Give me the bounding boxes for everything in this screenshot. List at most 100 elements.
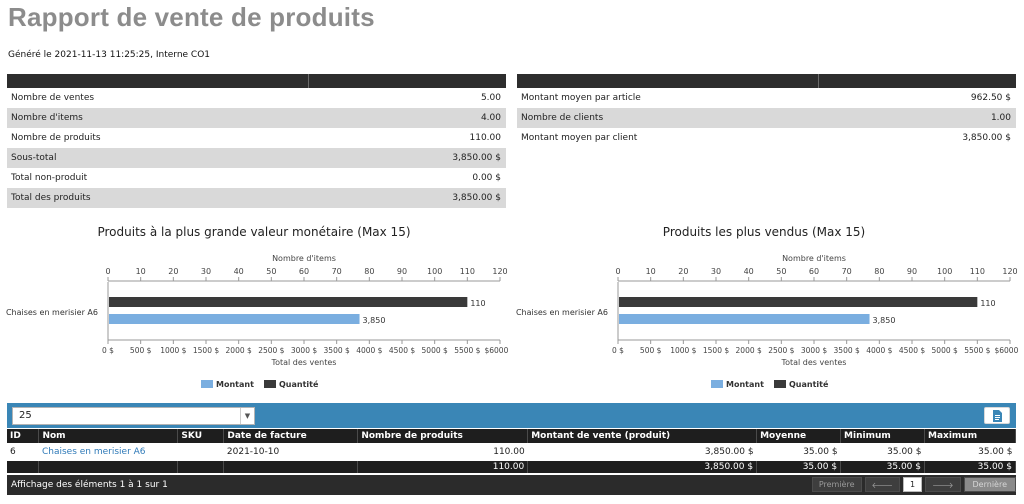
legend-swatch-quantity (264, 380, 276, 388)
stat-row: Nombre d'items 4.00 (7, 108, 506, 128)
next-page-button[interactable]: 🡒 (925, 477, 961, 492)
cell-date: 2021-10-10 (226, 447, 280, 457)
pagination: Première 🡐 1 🡒 Dernière (811, 477, 1016, 492)
sales-table: ID Nom SKU Date de facture Nombre de pro… (7, 429, 1016, 473)
chart-top-value: Produits à la plus grande valeur monétai… (0, 220, 510, 400)
top-axis-label: Nombre d'items (782, 254, 846, 263)
stat-label: Nombre de produits (11, 133, 101, 143)
bar-quantity (619, 297, 978, 307)
bottom-tick-label: 1000 $ (160, 346, 186, 355)
page-number-button[interactable]: 1 (902, 477, 923, 492)
stat-row: Nombre de ventes 5.00 (7, 88, 506, 108)
col-maximum[interactable]: Maximum (924, 429, 1016, 443)
cell-sku (178, 443, 224, 461)
top-tick-label: 10 (646, 267, 656, 276)
chart-svg: Produits à la plus grande valeur monétai… (6, 225, 510, 389)
stat-value: 0.00 $ (472, 173, 501, 183)
col-minimum[interactable]: Minimum (840, 429, 925, 443)
total-minimum: 35.00 $ (840, 461, 925, 473)
bottom-tick-label: 1500 $ (703, 346, 729, 355)
top-tick-label: 80 (874, 267, 884, 276)
page-size-select[interactable]: 25 ▼ (12, 407, 255, 425)
bottom-tick-label: 5000 $ (932, 346, 958, 355)
total-empty (223, 461, 359, 473)
chart-title: Produits les plus vendus (Max 15) (663, 225, 865, 239)
stat-value: 962.50 $ (970, 93, 1011, 103)
chevron-down-icon: ▼ (240, 408, 254, 424)
bottom-tick-label: 3500 $ (834, 346, 860, 355)
stats-header (517, 74, 1016, 88)
cell-minimum: 35.00 $ (887, 447, 922, 457)
col-nb-produits[interactable]: Nombre de produits (357, 429, 529, 443)
bottom-tick-label: 4500 $ (899, 346, 925, 355)
bottom-tick-label: 0 $ (102, 346, 114, 355)
legend-label-amount: Montant (216, 380, 254, 389)
bottom-tick-label: 500 $ (130, 346, 152, 355)
top-tick-label: 120 (1002, 267, 1017, 276)
top-tick-label: 60 (809, 267, 819, 276)
prev-page-button[interactable]: 🡐 (864, 477, 900, 492)
stat-label: Nombre d'items (11, 113, 83, 123)
arrow-right-icon: 🡒 (932, 480, 954, 490)
top-tick-label: 90 (907, 267, 917, 276)
total-empty (7, 461, 40, 473)
stat-value: 110.00 (469, 133, 502, 143)
bottom-tick-label: 0 $ (612, 346, 624, 355)
top-tick-label: 110 (460, 267, 475, 276)
stat-value: 3,850.00 $ (962, 133, 1011, 143)
col-date[interactable]: Date de facture (223, 429, 359, 443)
top-tick-label: 60 (299, 267, 309, 276)
stat-label: Montant moyen par article (521, 93, 641, 103)
top-tick-label: 20 (168, 267, 178, 276)
stat-value: 4.00 (480, 113, 501, 123)
product-link[interactable]: Chaises en merisier A6 (41, 447, 146, 457)
chart-title: Produits à la plus grande valeur monétai… (97, 225, 410, 239)
bottom-tick-label: 2500 $ (258, 346, 284, 355)
stat-value: 5.00 (480, 93, 501, 103)
table-toolbar: 25 ▼ (7, 403, 1016, 428)
legend-label-quantity: Quantité (789, 379, 829, 389)
bottom-tick-label: 5500 $ (964, 346, 990, 355)
bottom-tick-label: 1000 $ (670, 346, 696, 355)
page-title: Rapport de vente de produits (8, 2, 375, 32)
col-id[interactable]: ID (7, 429, 40, 443)
generated-info: Généré le 2021-11-13 11:25:25, Interne C… (8, 50, 211, 60)
col-montant[interactable]: Montant de vente (produit) (527, 429, 758, 443)
top-tick-label: 30 (201, 267, 211, 276)
top-tick-label: 70 (332, 267, 342, 276)
top-tick-label: 110 (970, 267, 985, 276)
top-tick-label: 100 (427, 267, 442, 276)
legend-swatch-quantity (774, 380, 786, 388)
stat-row: Total des produits 3,850.00 $ (7, 188, 506, 208)
bottom-tick-label: 3500 $ (324, 346, 350, 355)
table-header-row: ID Nom SKU Date de facture Nombre de pro… (7, 429, 1016, 443)
bottom-axis-label: Total des ventes (781, 358, 847, 367)
top-tick-label: 50 (776, 267, 786, 276)
export-button[interactable] (984, 407, 1010, 424)
legend-label-amount: Montant (726, 380, 764, 389)
legend-swatch-amount (711, 380, 723, 388)
legend-swatch-amount (201, 380, 213, 388)
top-tick-label: 80 (364, 267, 374, 276)
bar-quantity-label: 110 (470, 299, 485, 308)
bottom-tick-label: 4000 $ (356, 346, 382, 355)
summary-stats-left: Nombre de ventes 5.00 Nombre d'items 4.00 … (7, 74, 506, 208)
bottom-tick-label: 2000 $ (736, 346, 762, 355)
col-moyenne[interactable]: Moyenne (756, 429, 842, 443)
col-sku[interactable]: SKU (177, 429, 225, 443)
page-size-value: 25 (19, 410, 32, 421)
total-moyenne: 35.00 $ (756, 461, 842, 473)
chart-best-sellers: Produits les plus vendus (Max 15) Nombre … (510, 220, 1020, 400)
total-empty (38, 461, 179, 473)
bottom-tick-label: $6000 $ (484, 346, 510, 355)
stat-value: 3,850.00 $ (452, 193, 501, 203)
first-page-button[interactable]: Première (811, 477, 862, 492)
last-page-button[interactable]: Dernière (963, 477, 1016, 492)
col-nom[interactable]: Nom (38, 429, 179, 443)
category-label: Chaises en merisier A6 (6, 308, 98, 317)
stat-label: Total des produits (11, 193, 91, 203)
cell-id: 6 (10, 447, 16, 457)
stats-header (7, 74, 506, 88)
bottom-tick-label: 500 $ (640, 346, 662, 355)
stat-value: 3,850.00 $ (452, 153, 501, 163)
